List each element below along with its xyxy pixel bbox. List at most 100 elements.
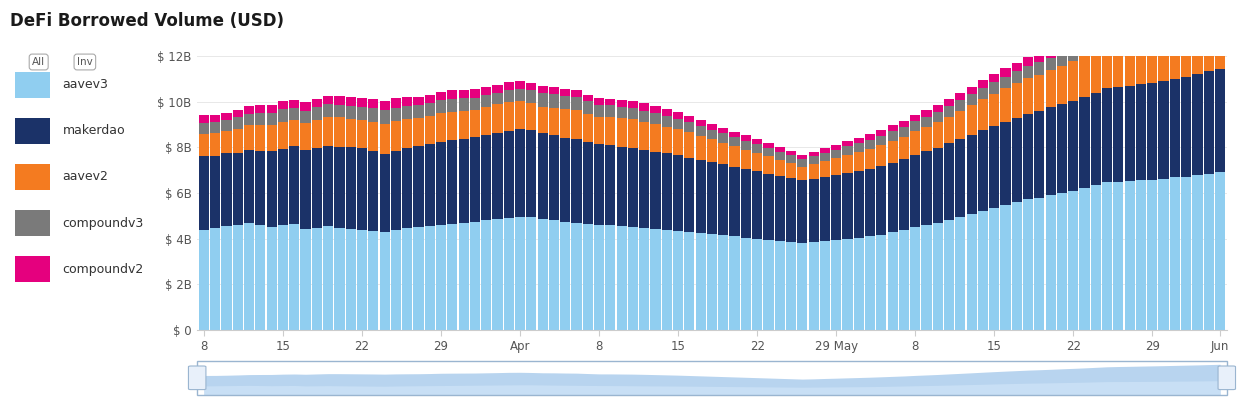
Bar [447,112,458,140]
Bar [899,137,909,159]
Bar [1158,36,1168,81]
Bar [1068,48,1078,61]
Bar [549,87,559,94]
Bar [527,90,537,103]
Bar [628,119,638,148]
Bar [809,156,819,164]
Bar [256,225,266,330]
Bar [887,141,897,163]
Bar [594,225,604,330]
Bar [978,99,988,130]
Bar [865,169,875,236]
Bar [865,140,875,149]
Bar [673,155,683,231]
Bar [1147,23,1157,38]
Bar [1046,48,1056,58]
Bar [594,117,604,144]
Bar [1023,66,1033,78]
Bar [469,89,480,98]
Bar [368,231,378,330]
Bar [1181,76,1192,176]
Bar [809,152,819,156]
Bar [831,240,841,330]
Bar [290,146,300,224]
Bar [538,218,548,330]
Bar [1216,23,1226,68]
Bar [639,104,649,111]
Bar [786,178,796,242]
Bar [549,108,559,136]
Bar [1068,100,1078,191]
Bar [684,158,694,232]
Bar [775,241,785,330]
Bar [424,144,434,226]
Bar [267,227,277,330]
Bar [797,180,807,243]
Bar [1113,87,1123,182]
Bar [887,131,897,141]
Bar [605,99,615,105]
Bar [617,107,626,118]
Bar [1136,180,1146,330]
Bar [1091,27,1101,37]
Bar [1035,62,1045,75]
Bar [617,226,626,330]
Bar [504,218,514,330]
Bar [515,81,525,89]
Bar [684,122,694,132]
Bar [741,150,751,169]
Bar [1102,182,1112,330]
Bar [1080,33,1090,43]
Bar [379,154,389,232]
Bar [379,110,389,124]
Bar [876,130,886,136]
Bar [1181,4,1192,15]
Bar [887,126,897,131]
Bar [1192,175,1203,330]
Bar [1068,191,1078,330]
Bar [775,176,785,241]
Bar [267,125,277,152]
Bar [482,220,492,330]
Bar [232,152,243,224]
Bar [447,99,458,112]
Bar [854,138,864,143]
Bar [1091,37,1101,51]
Bar [424,116,434,144]
Text: aavev3: aavev3 [62,78,109,92]
Bar [527,217,537,330]
Bar [921,127,931,152]
Bar [764,143,774,148]
Bar [718,128,729,134]
Bar [346,119,356,147]
Bar [1203,174,1214,330]
Bar [402,97,412,106]
Bar [966,86,977,94]
Bar [538,133,548,218]
Bar [876,136,886,145]
Bar [706,162,718,234]
Bar [447,90,458,99]
Bar [741,169,751,238]
Bar [1124,41,1134,86]
Bar [334,96,344,105]
Bar [809,242,819,330]
Bar [865,149,875,169]
Bar [527,83,537,90]
Bar [549,220,559,330]
Bar [899,121,909,127]
Bar [493,133,503,219]
Bar [1035,111,1045,198]
Bar [560,138,570,222]
Bar [1216,7,1226,23]
Bar [990,74,1000,82]
Bar [504,131,514,218]
Bar [267,105,277,113]
Bar [379,232,389,330]
Bar [267,152,277,227]
Bar [1091,51,1101,92]
Bar [391,98,401,108]
Bar [278,122,288,149]
Bar [1181,176,1192,330]
Bar [1113,43,1123,87]
